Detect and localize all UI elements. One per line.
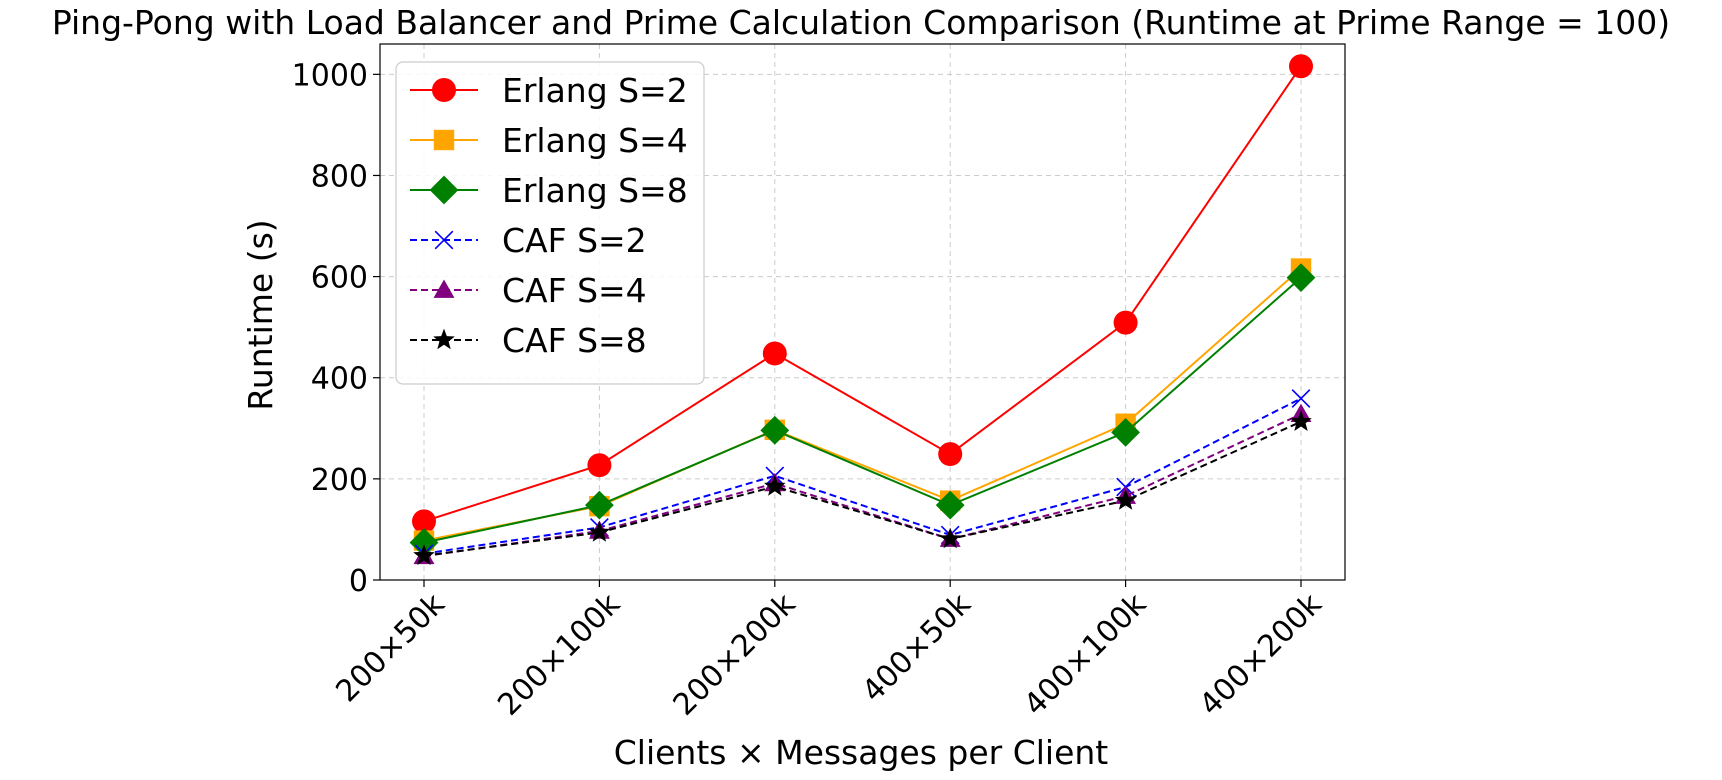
data-point <box>409 528 439 557</box>
series-erlang-s-8 <box>409 263 1316 557</box>
legend-marker <box>433 129 455 151</box>
legend-entry: CAF S=8 <box>410 321 647 360</box>
legend-entry: Erlang S=8 <box>410 171 688 210</box>
data-point <box>587 453 612 478</box>
series-line <box>423 397 1302 555</box>
legend-entry: CAF S=4 <box>410 271 647 310</box>
x-tick-label: 400×50k <box>856 586 979 709</box>
data-point <box>762 341 787 366</box>
legend-label: Erlang S=4 <box>502 121 688 160</box>
data-point <box>1286 263 1316 293</box>
y-tick-label: 200 <box>311 463 368 498</box>
data-point <box>1290 410 1312 431</box>
legend-label: CAF S=4 <box>502 271 647 310</box>
y-tick-label: 0 <box>349 564 368 599</box>
series-line <box>423 65 1302 523</box>
legend-entry: Erlang S=2 <box>410 71 688 110</box>
legend-label: Erlang S=8 <box>502 171 688 210</box>
chart-title: Ping-Pong with Load Balancer and Prime C… <box>52 3 1670 42</box>
data-point <box>588 521 611 542</box>
data-point <box>412 509 436 534</box>
x-tick-label: 200×50k <box>329 586 452 709</box>
y-tick-label: 400 <box>311 362 368 397</box>
data-point <box>764 475 786 496</box>
y-tick-label: 800 <box>311 159 368 194</box>
legend-label: Erlang S=2 <box>502 71 688 110</box>
legend: Erlang S=2 Erlang S=4 Erlang S=8 CAF S=2 CAF… <box>395 61 705 385</box>
data-point <box>939 527 961 549</box>
data-point <box>1291 389 1311 408</box>
data-point <box>1113 310 1138 335</box>
y-tick-label: 1000 <box>292 58 368 93</box>
series-line <box>423 420 1302 557</box>
x-tick-label: 200×100k <box>491 586 627 722</box>
legend-marker <box>429 175 459 205</box>
series-caf-s-2 <box>414 389 1311 564</box>
legend-entry: CAF S=2 <box>410 221 647 260</box>
series-line <box>423 276 1302 544</box>
x-tick-label: 200×200k <box>667 586 803 722</box>
y-axis-label: Runtime (s) <box>241 219 280 410</box>
x-axis-label: Clients × Messages per Client <box>614 733 1109 772</box>
data-point <box>585 490 614 520</box>
legend-marker <box>433 279 455 298</box>
series-caf-s-8 <box>413 410 1312 565</box>
legend-marker <box>434 230 454 250</box>
series-erlang-s-2 <box>412 54 1313 534</box>
data-point <box>935 490 965 520</box>
x-tick-label: 400×200k <box>1193 586 1329 722</box>
series-lines <box>409 54 1316 565</box>
legend-entry: Erlang S=4 <box>410 121 688 160</box>
legend-label: CAF S=2 <box>502 221 647 260</box>
legend-marker <box>432 78 456 102</box>
legend-marker <box>433 328 455 350</box>
y-tick-label: 600 <box>311 261 368 296</box>
data-point <box>938 442 963 467</box>
data-point <box>1111 417 1140 447</box>
x-tick-label: 400×100k <box>1017 586 1153 722</box>
series-line <box>423 413 1302 558</box>
legend-box <box>395 61 705 385</box>
data-point <box>1114 489 1137 510</box>
legend-label: CAF S=8 <box>502 321 647 360</box>
data-point <box>760 415 790 445</box>
data-point <box>413 544 435 565</box>
data-point <box>1289 54 1313 79</box>
plot-frame <box>379 43 1346 581</box>
